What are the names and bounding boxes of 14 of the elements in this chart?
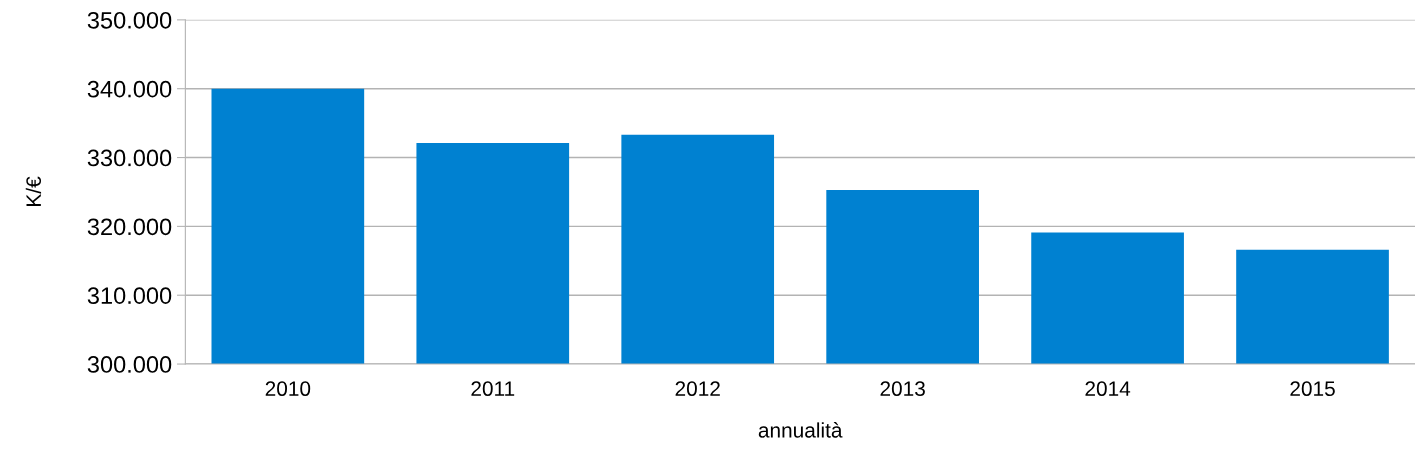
x-tick-label: 2014: [1085, 381, 1131, 397]
x-axis-title: annualità: [758, 422, 843, 438]
x-tick-label: 2015: [1290, 381, 1335, 397]
x-tick-label: 2012: [675, 381, 720, 397]
x-tick-label: 2013: [880, 381, 925, 397]
x-tick-label: 2010: [265, 381, 311, 397]
y-tick-label: 340.000: [87, 80, 172, 98]
y-axis-title: K/€: [25, 176, 42, 206]
y-tick-label: 300.000: [87, 356, 172, 373]
x-tick-label: 2011: [471, 381, 515, 397]
y-tick-label: 310.000: [87, 287, 172, 305]
y-tick-label: 330.000: [87, 149, 172, 167]
y-tick-label: 350.000: [87, 11, 172, 29]
y-tick-label: 320.000: [87, 218, 172, 236]
